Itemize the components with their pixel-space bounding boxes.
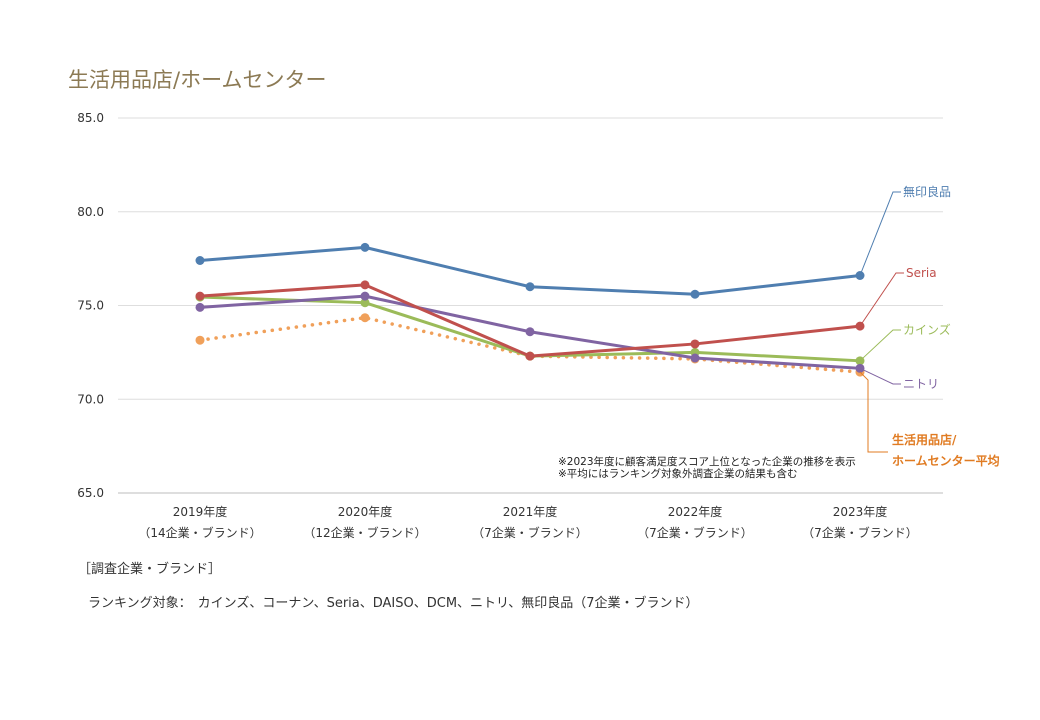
series-label: ホームセンター平均 [892, 453, 1000, 468]
survey-header: ［調査企業・ブランド］ [78, 562, 222, 577]
x-tick-sublabel: （12企業・ブランド） [303, 525, 426, 540]
x-tick-label: 2022年度 [668, 504, 723, 519]
x-tick-label: 2023年度 [833, 504, 888, 519]
y-tick-label: 70.0 [77, 392, 104, 406]
data-point [690, 353, 700, 363]
data-point [525, 351, 535, 361]
data-point [360, 291, 370, 301]
series-line [199, 283, 861, 358]
y-tick-label: 75.0 [77, 299, 104, 313]
y-tick-label: 85.0 [77, 111, 104, 125]
survey-list: ランキング対象： カインズ、コーナン、Seria、DAISO、DCM、ニトリ、無印… [88, 592, 705, 611]
leader-line [859, 371, 888, 453]
survey-brands: カインズ、コーナン、Seria、DAISO、DCM、ニトリ、無印良品（7企業・ブ… [197, 596, 699, 611]
x-tick-sublabel: （7企業・ブランド） [802, 525, 918, 540]
chart-note-2: ※平均にはランキング対象外調査企業の結果も含む [558, 468, 798, 480]
data-point [360, 280, 370, 290]
data-point [195, 302, 205, 312]
grid-lines [118, 117, 943, 494]
x-tick-label: 2021年度 [503, 504, 558, 519]
y-tick-label: 65.0 [77, 486, 104, 500]
chart-title: 生活用品店/ホームセンター [68, 68, 327, 92]
leader-line [859, 367, 901, 385]
x-tick-label: 2019年度 [173, 504, 228, 519]
series-label: 生活用品店/ [892, 432, 957, 447]
data-point [690, 289, 700, 299]
series-label: カインズ [903, 322, 951, 337]
survey-prefix: ランキング対象： [88, 596, 192, 611]
y-tick-label: 80.0 [77, 205, 104, 219]
axis-labels: 85.0 80.0 75.0 70.0 65.0 2019年度 （14企業・ブランド） 202… [77, 111, 918, 540]
data-point [195, 291, 205, 301]
data-point [525, 282, 535, 292]
data-point [690, 339, 700, 349]
data-point [525, 327, 535, 337]
chart-note-1: ※2023年度に顧客満足度スコア上位となった企業の推移を表示 [558, 456, 856, 468]
leader-line [859, 191, 901, 276]
x-tick-label: 2020年度 [338, 504, 393, 519]
series-label: ニトリ [903, 377, 939, 391]
series-label: 無印良品 [903, 184, 951, 199]
x-tick-sublabel: （14企業・ブランド） [138, 525, 261, 540]
leader-line [859, 272, 904, 327]
series-line-average [198, 315, 862, 374]
x-tick-sublabel: （7企業・ブランド） [637, 525, 753, 540]
data-point [195, 256, 205, 265]
data-point [360, 313, 370, 323]
data-point [195, 335, 205, 345]
leader-line [859, 329, 901, 362]
series-label: Seria [906, 266, 937, 280]
data-point [360, 242, 370, 252]
data-point [360, 298, 370, 308]
x-tick-sublabel: （7企業・ブランド） [472, 525, 588, 540]
series-lines [195, 242, 865, 377]
